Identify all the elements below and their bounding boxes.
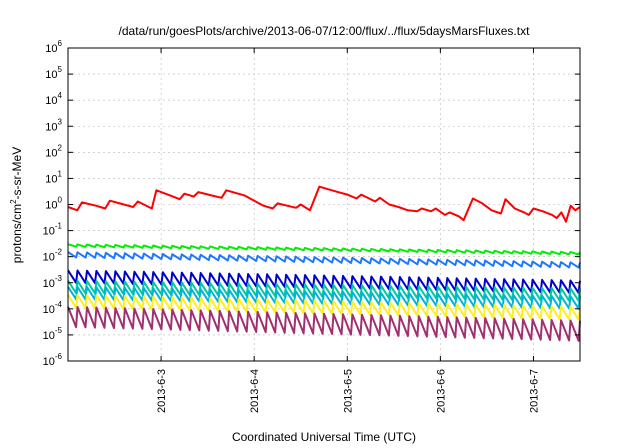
y-tick-base: 10 xyxy=(43,356,55,368)
series-line-7 xyxy=(67,306,581,342)
x-tick-label: 2013-6-3 xyxy=(156,369,168,413)
series-line-3 xyxy=(67,269,581,294)
y-tick-exp: -6 xyxy=(55,352,63,361)
y-tick-exp: 5 xyxy=(58,65,63,74)
series-line-2 xyxy=(67,251,581,269)
y-tick-label: 100 xyxy=(45,196,62,212)
y-tick-base: 10 xyxy=(43,252,55,264)
y-tick-base: 10 xyxy=(43,304,55,316)
y-tick-exp: 1 xyxy=(58,169,63,178)
y-tick-label: 106 xyxy=(45,39,62,55)
y-tick-exp: -2 xyxy=(55,248,63,257)
series-line-0 xyxy=(67,185,581,223)
y-tick-exp: -1 xyxy=(55,222,63,231)
y-tick-exp: -3 xyxy=(55,274,63,283)
y-tick-label: 103 xyxy=(45,117,62,133)
y-tick-label: 10-2 xyxy=(43,248,63,264)
y-tick-exp: -5 xyxy=(55,326,63,335)
x-axis-label: Coordinated Universal Time (UTC) xyxy=(232,430,416,444)
y-tick-label: 104 xyxy=(45,91,62,107)
series-lines xyxy=(67,185,581,342)
x-axis-ticks: 2013-6-3 2013-6-4 2013-6-5 2013-6-6 2013-6-7 xyxy=(156,48,540,413)
y-tick-base: 10 xyxy=(45,173,57,185)
y-axis-label-sup: 2 xyxy=(9,199,18,204)
x-tick-label: 2013-6-4 xyxy=(249,369,261,413)
y-tick-base: 10 xyxy=(43,226,55,238)
y-tick-base: 10 xyxy=(45,69,57,81)
y-tick-exp: -4 xyxy=(55,300,63,309)
x-tick-label: 2013-6-5 xyxy=(342,369,354,413)
y-tick-label: 10-5 xyxy=(43,326,63,342)
y-tick-label: 10-1 xyxy=(43,222,63,238)
y-tick-base: 10 xyxy=(45,121,57,133)
y-tick-label: 10-6 xyxy=(43,352,63,368)
y-axis-label-base: protons/cm xyxy=(10,204,24,263)
y-tick-exp: 3 xyxy=(58,117,63,126)
x-tick-label: 2013-6-6 xyxy=(435,369,447,413)
y-tick-label: 10-4 xyxy=(43,300,63,316)
y-tick-exp: 4 xyxy=(58,91,63,100)
y-tick-base: 10 xyxy=(45,200,57,212)
chart-title: /data/run/goesPlots/archive/2013-06-07/1… xyxy=(119,24,531,38)
y-tick-exp: 6 xyxy=(58,39,63,48)
y-tick-base: 10 xyxy=(43,278,55,290)
x-tick-label: 2013-6-7 xyxy=(528,369,540,413)
y-axis-ticks: 10-610-510-410-310-210-11001011021031041… xyxy=(43,39,580,368)
y-tick-exp: 0 xyxy=(58,196,63,205)
series-line-5 xyxy=(67,286,581,310)
y-tick-exp: 2 xyxy=(58,143,63,152)
y-tick-label: 101 xyxy=(45,169,62,185)
series-line-4 xyxy=(67,279,581,302)
series-line-6 xyxy=(67,293,581,321)
y-tick-label: 105 xyxy=(45,65,62,81)
y-tick-base: 10 xyxy=(43,330,55,342)
y-tick-base: 10 xyxy=(45,147,57,159)
y-tick-base: 10 xyxy=(45,43,57,55)
y-axis-label: protons/cm2-s-sr-MeV xyxy=(9,147,24,263)
y-tick-label: 10-3 xyxy=(43,274,63,290)
y-tick-base: 10 xyxy=(45,95,57,107)
y-axis-label-rest: -s-sr-MeV xyxy=(10,147,24,200)
y-tick-label: 102 xyxy=(45,143,62,159)
series-line-1 xyxy=(67,243,581,256)
